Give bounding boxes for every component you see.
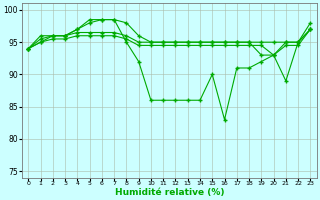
- X-axis label: Humidité relative (%): Humidité relative (%): [115, 188, 224, 197]
